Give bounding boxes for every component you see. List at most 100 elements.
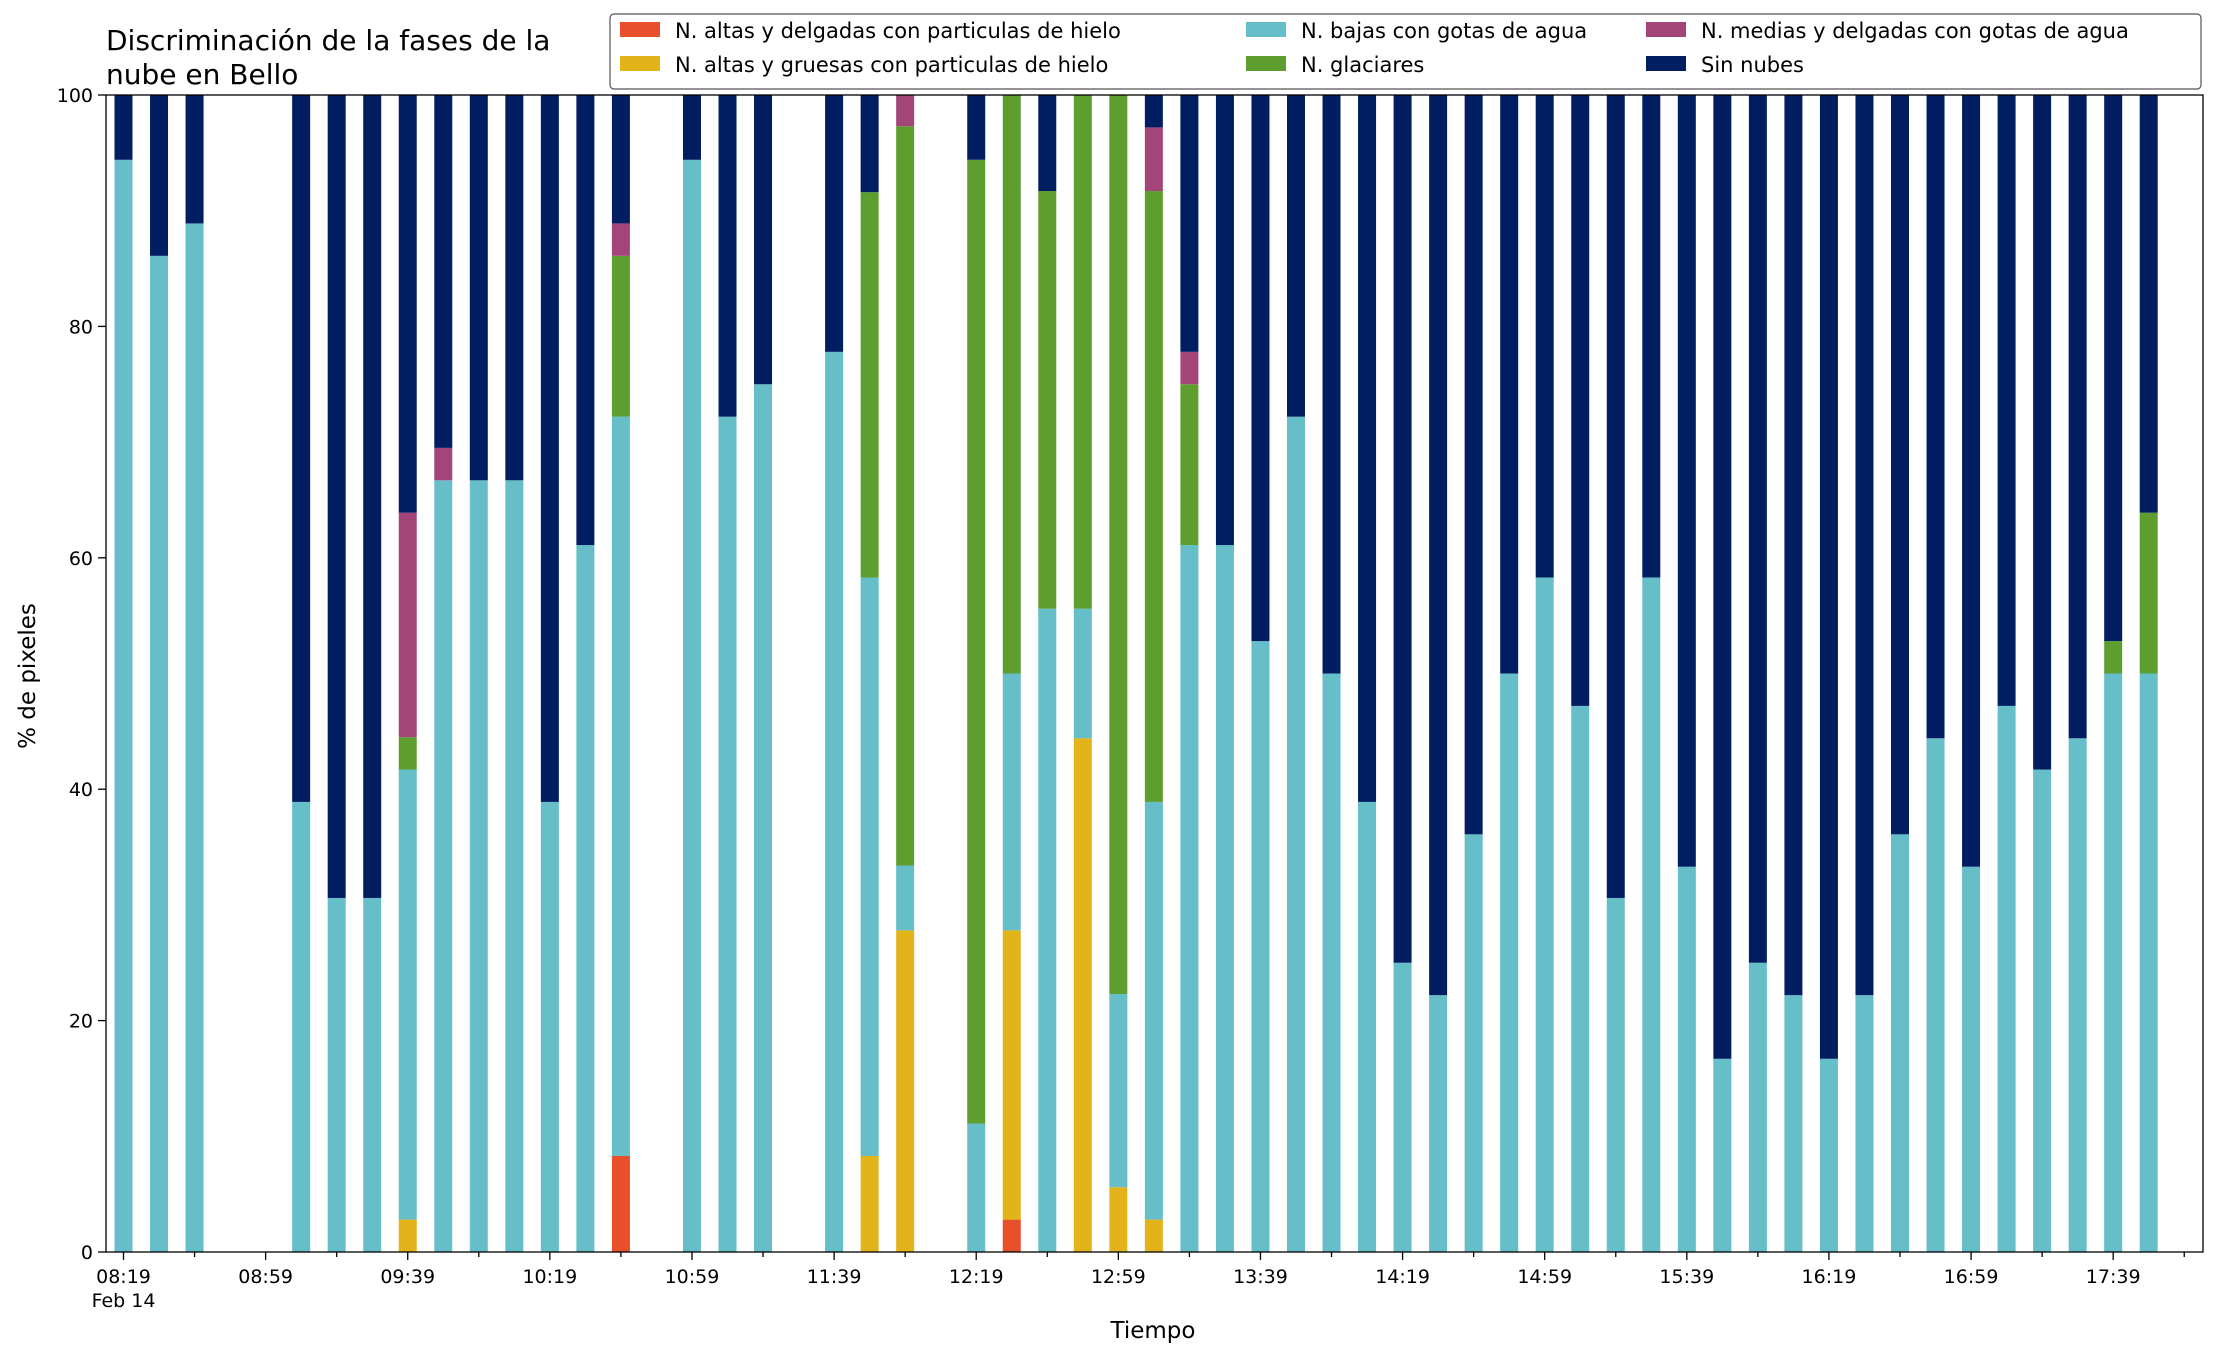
x-axis-label: Tiempo	[1110, 1318, 1196, 1344]
bar-segment-water_low	[1322, 673, 1341, 1252]
bar-segment-glaciated	[967, 159, 986, 1124]
bar-segment-water_low	[1073, 608, 1092, 739]
bar-segment-water_low	[185, 223, 204, 1253]
bar-stack	[1429, 95, 1448, 1252]
bar-segment-water_low	[1286, 416, 1305, 1252]
bar-segment-glaciated	[896, 126, 915, 866]
x-tick-label: 10:59	[665, 1266, 720, 1288]
bar-stack	[1926, 95, 1945, 1252]
bar-segment-clear	[754, 95, 773, 385]
bar-segment-water_low	[1180, 545, 1199, 1252]
y-tick-label: 20	[69, 1011, 93, 1033]
bar-segment-water_mid	[1180, 351, 1199, 385]
x-tick-label: 09:39	[380, 1266, 435, 1288]
bar-segment-water_low	[754, 384, 773, 1252]
bar-segment-water_low	[1571, 705, 1590, 1252]
bar-stack	[1819, 95, 1838, 1252]
bar-segment-water_low	[718, 416, 737, 1252]
bar-segment-clear	[363, 95, 382, 898]
legend-item: N. altas y gruesas con particulas de hie…	[620, 53, 1108, 77]
bar-stack	[896, 95, 915, 1252]
bar-stack	[1109, 95, 1128, 1252]
bar-segment-clear	[1358, 95, 1377, 802]
bar-segment-clear	[682, 95, 701, 160]
bar-segment-glaciated	[2104, 641, 2123, 674]
bar-stack	[1606, 95, 1625, 1252]
bar-segment-clear	[1144, 95, 1163, 128]
bar-segment-clear	[540, 95, 559, 802]
bar-stack	[2068, 95, 2087, 1252]
bar-segment-ice_thick	[1144, 1219, 1163, 1252]
legend-label: N. bajas con gotas de agua	[1301, 19, 1587, 43]
legend-label: N. altas y delgadas con particulas de hi…	[675, 19, 1121, 43]
bar-segment-clear	[1713, 95, 1732, 1059]
bar-segment-water_low	[292, 801, 311, 1252]
bar-segment-water_low	[2068, 738, 2087, 1252]
bar-stack	[576, 95, 595, 1252]
x-date-label: Feb 14	[92, 1290, 156, 1312]
legend-swatch	[1246, 22, 1286, 37]
bar-segment-clear	[1429, 95, 1448, 996]
bar-stack	[1180, 95, 1199, 1252]
bar-segment-water_low	[1606, 897, 1625, 1252]
bar-stack	[967, 95, 986, 1252]
bar-segment-ice_thick	[1073, 738, 1092, 1252]
bar-stack	[825, 95, 844, 1253]
bar-segment-water_low	[2104, 673, 2123, 1252]
bar-segment-clear	[1393, 95, 1412, 963]
bar-segment-water_low	[576, 545, 595, 1252]
bar-segment-clear	[398, 95, 417, 513]
bar-stack	[1997, 95, 2016, 1252]
bar-segment-glaciated	[860, 192, 879, 578]
legend-swatch	[1246, 56, 1286, 71]
bar-segment-clear	[1891, 95, 1909, 835]
bar-segment-clear	[1926, 95, 1945, 739]
bar-stack	[1855, 95, 1874, 1252]
bar-segment-ice_thick	[1002, 930, 1021, 1220]
bar-segment-water_low	[2139, 673, 2158, 1252]
bar-segment-clear	[1215, 95, 1234, 546]
bar-stack	[434, 95, 453, 1252]
bar-stack	[1464, 95, 1483, 1252]
x-tick-label: 12:19	[949, 1266, 1004, 1288]
bar-stack	[1144, 95, 1163, 1252]
legend-item: N. altas y delgadas con particulas de hi…	[620, 19, 1121, 43]
bar-segment-clear	[718, 95, 737, 417]
bar-stack	[150, 95, 169, 1252]
bar-stack	[718, 95, 737, 1252]
bar-segment-water_low	[1997, 705, 2016, 1252]
bar-stack	[363, 95, 382, 1252]
legend-item: N. medias y delgadas con gotas de agua	[1646, 19, 2129, 43]
bar-segment-water_low	[1926, 738, 1945, 1252]
bar-segment-water_low	[1891, 834, 1909, 1252]
legend-item: N. bajas con gotas de agua	[1246, 19, 1587, 43]
bar-segment-water_low	[825, 351, 844, 1253]
legend-frame	[609, 13, 2202, 90]
bar-segment-water_low	[1855, 995, 1874, 1252]
bar-stack	[292, 95, 311, 1252]
bar-segment-clear	[1286, 95, 1305, 417]
bar-segment-clear	[434, 95, 453, 448]
bar-stacks	[114, 95, 2158, 1253]
bar-segment-water_low	[1251, 641, 1270, 1252]
bar-stack	[2139, 95, 2158, 1252]
y-tick-label: 40	[69, 779, 93, 801]
bar-segment-clear	[2139, 95, 2158, 513]
bar-stack	[327, 95, 346, 1252]
bar-segment-water_low	[469, 480, 488, 1252]
bar-segment-clear	[860, 95, 879, 193]
bar-segment-clear	[1748, 95, 1767, 963]
chart-title-line-2: nube en Bello	[106, 58, 298, 91]
bar-segment-water_low	[860, 577, 879, 1156]
x-tick-label: 13:39	[1233, 1266, 1288, 1288]
bar-segment-water_mid	[398, 512, 417, 738]
bar-stack	[398, 95, 417, 1252]
bar-segment-clear	[611, 95, 630, 224]
legend-swatch	[620, 56, 660, 71]
bar-segment-water_low	[505, 480, 524, 1252]
bar-segment-clear	[1819, 95, 1838, 1059]
bar-segment-water_low	[114, 159, 133, 1252]
bar-segment-clear	[1251, 95, 1270, 642]
bar-segment-clear	[1535, 95, 1554, 578]
bar-segment-clear	[505, 95, 524, 481]
